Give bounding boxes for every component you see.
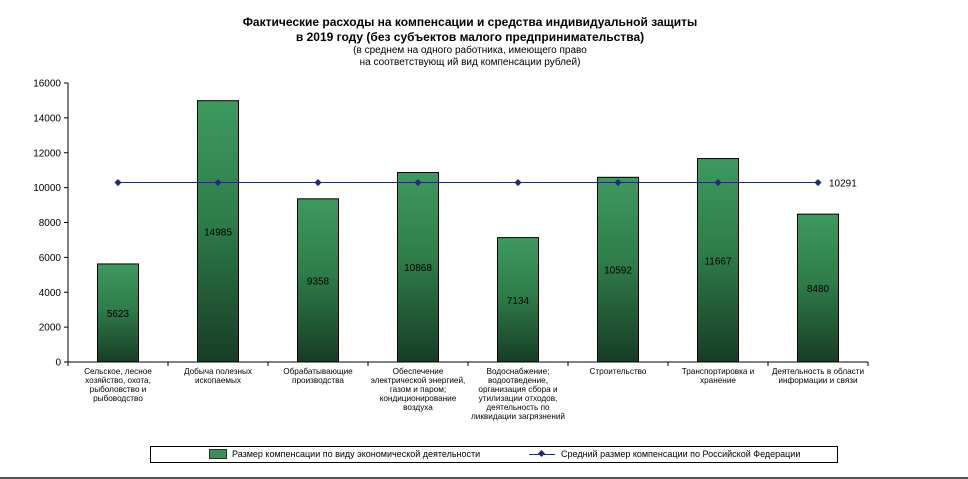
x-category-label: Водоснабжение; водоотведение, организация … xyxy=(471,367,565,421)
bar xyxy=(197,100,239,363)
y-tick-label: 16000 xyxy=(33,79,61,90)
bar-value-label: 7134 xyxy=(507,296,530,307)
legend-bar-swatch xyxy=(209,449,227,459)
bar-value-label: 10868 xyxy=(404,263,432,274)
chart-legend: Размер компенсации по виду экономической… xyxy=(150,446,838,463)
bar-value-label: 8480 xyxy=(807,284,830,295)
bar-value-label: 10592 xyxy=(604,266,632,277)
y-tick-label: 8000 xyxy=(39,218,62,229)
average-point xyxy=(114,179,122,187)
chart-title: Фактические расходы на компенсации и сре… xyxy=(242,15,698,29)
x-category-label: Обеспечение электрической энергией, газом … xyxy=(371,367,466,412)
legend-item-bars: Размер компенсации по виду экономической… xyxy=(209,449,480,459)
legend-item-line: Средний размер компенсации по Российской… xyxy=(529,449,800,459)
chart-title-line2: в 2019 году (без субъектов малого предпр… xyxy=(295,30,645,44)
y-tick-label: 2000 xyxy=(39,323,62,334)
y-tick-label: 14000 xyxy=(33,113,61,124)
frame-bottom-border xyxy=(0,477,968,479)
chart-subtitle-line1: (в среднем на одного работника, имеющего… xyxy=(353,45,587,56)
x-category-label: Добыча полезных ископаемых xyxy=(184,367,252,385)
average-point xyxy=(714,179,722,187)
y-tick-label: 4000 xyxy=(39,288,62,299)
bar-value-label: 5623 xyxy=(107,309,130,320)
x-category-label: Обрабатывающие производства xyxy=(283,367,353,385)
y-tick-label: 0 xyxy=(55,358,61,369)
y-tick-label: 6000 xyxy=(39,253,62,264)
bar-value-label: 9358 xyxy=(307,276,330,287)
bar-chart: 0 2000 4000 6000 8000 10000 12000 14000 16000 56… xyxy=(33,79,869,421)
bar xyxy=(697,158,739,363)
average-point xyxy=(214,179,222,187)
average-point xyxy=(514,179,522,187)
average-point xyxy=(614,179,622,187)
bar xyxy=(397,171,439,363)
bar xyxy=(297,198,339,363)
bar xyxy=(97,263,139,363)
x-category-label: Строительство xyxy=(590,367,647,376)
bar xyxy=(597,176,639,363)
bar xyxy=(497,237,539,363)
bar-value-label: 11667 xyxy=(704,256,732,267)
legend-line-marker xyxy=(529,450,555,459)
legend-label-bars: Размер компенсации по виду экономической… xyxy=(232,449,481,459)
average-value-label: 10291 xyxy=(829,179,857,190)
average-point xyxy=(414,179,422,187)
y-tick-label: 10000 xyxy=(33,183,61,194)
x-category-label: Транспортировка и хранение xyxy=(682,367,755,385)
x-category-label: Деятельность в области информации и связи xyxy=(772,367,864,385)
bar xyxy=(797,213,839,363)
chart-subtitle-line2: на соответствующ ий вид компенсации рубл… xyxy=(359,57,581,68)
bar-value-label: 14985 xyxy=(204,227,232,238)
average-point xyxy=(314,179,322,187)
average-point xyxy=(814,179,822,187)
legend-label-line: Средний размер компенсации по Российской… xyxy=(561,449,801,459)
y-tick-label: 12000 xyxy=(33,148,61,159)
x-category-label: Сельское, лесное хозяйство, охота, рыболов… xyxy=(84,367,152,403)
